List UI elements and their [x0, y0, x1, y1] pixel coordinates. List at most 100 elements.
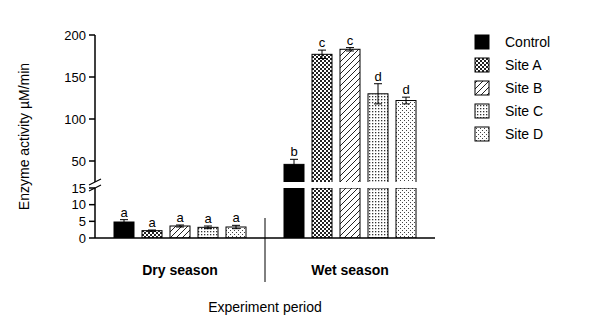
legend-swatch [475, 58, 489, 72]
y-tick [89, 221, 95, 223]
significance-letter: a [148, 215, 156, 230]
error-cap [402, 97, 410, 98]
y-tick-label: 50 [72, 154, 86, 169]
bar-part [142, 231, 162, 238]
bar-part [284, 188, 304, 238]
x-category-label: Wet season [311, 262, 389, 278]
error-stem [350, 48, 351, 51]
bar [114, 222, 134, 238]
y-tick [89, 160, 95, 162]
error-stem [124, 220, 125, 225]
error-cap [176, 225, 184, 226]
error-bar [204, 226, 212, 229]
error-bar [176, 225, 184, 227]
bar [312, 54, 332, 238]
error-stem [322, 50, 323, 58]
y-tick-label: 0 [79, 231, 86, 246]
bar [226, 227, 246, 238]
error-bar [374, 84, 382, 104]
y-axis-line [94, 35, 96, 182]
bar-part [368, 94, 388, 182]
significance-letter: c [347, 33, 354, 48]
error-cap [204, 228, 212, 229]
y-tick-label: 15 [72, 181, 86, 196]
significance-letter: a [204, 211, 212, 226]
error-stem [378, 84, 379, 104]
error-cap [346, 50, 354, 51]
chart-container: abacacadad05101550100150200Dry seasonWet… [0, 0, 603, 324]
error-stem [294, 159, 295, 169]
legend-label: Site B [505, 80, 542, 96]
error-cap [290, 169, 298, 170]
legend: Control Site A Site B Site C Site D [475, 34, 550, 142]
x-axis-title: Experiment period [208, 299, 322, 315]
error-cap [148, 230, 156, 231]
bar [368, 94, 388, 238]
bar-part [312, 188, 332, 238]
significance-letter: b [290, 144, 297, 159]
y-tick-label: 150 [64, 70, 86, 85]
legend-swatch [475, 127, 489, 141]
bar-part [198, 227, 218, 238]
significance-letter: a [176, 210, 184, 225]
significance-letter: d [402, 82, 409, 97]
error-cap [176, 227, 184, 228]
bar-part [114, 222, 134, 238]
error-cap [120, 224, 128, 225]
group-separator [265, 218, 266, 282]
error-cap [402, 103, 410, 104]
bar [340, 49, 360, 238]
y-tick [89, 237, 95, 239]
legend-swatch [475, 81, 489, 95]
bar-part [312, 54, 332, 182]
error-cap [148, 231, 156, 232]
error-cap [374, 83, 382, 84]
error-cap [232, 228, 240, 229]
axes: 05101550100150200Dry seasonWet seasonExp… [16, 28, 435, 316]
bar-part [340, 49, 360, 182]
bar [284, 164, 304, 238]
error-bar [346, 48, 354, 51]
y-tick [89, 34, 95, 36]
bar-part [368, 188, 388, 238]
y-tick [89, 204, 95, 206]
error-cap [204, 226, 212, 227]
y-tick [89, 187, 95, 189]
y-tick-label: 100 [64, 112, 86, 127]
bar [198, 227, 218, 238]
error-cap [318, 50, 326, 51]
significance-letter: c [319, 35, 326, 50]
chart-svg: abacacadad05101550100150200Dry seasonWet… [0, 0, 603, 324]
error-bar [290, 159, 298, 169]
legend-swatch [475, 104, 489, 118]
significance-letter: d [374, 69, 381, 84]
y-axis-line [94, 188, 96, 238]
error-cap [120, 219, 128, 220]
labels: abacacadad [120, 33, 409, 230]
error-cap [232, 225, 240, 226]
legend-label: Site C [505, 103, 543, 119]
x-category-label: Dry season [142, 262, 217, 278]
legend-label: Control [505, 34, 550, 50]
bar-part [226, 227, 246, 238]
axis-break [89, 179, 101, 185]
bar [396, 101, 416, 238]
bar-part [170, 226, 190, 238]
error-cap [318, 58, 326, 59]
axis-break [89, 185, 101, 191]
error-bar [120, 220, 128, 225]
significance-letter: a [120, 205, 128, 220]
bar-part [396, 188, 416, 238]
y-tick-label: 5 [79, 214, 86, 229]
error-bar [318, 50, 326, 58]
error-cap [374, 103, 382, 104]
legend-swatch [475, 35, 489, 49]
legend-label: Site D [505, 126, 543, 142]
y-tick-label: 200 [64, 28, 86, 43]
y-tick [89, 118, 95, 120]
error-stem [406, 97, 407, 104]
bar [170, 226, 190, 238]
error-bar [232, 225, 240, 228]
legend-label: Site A [505, 57, 542, 73]
bar-part [340, 188, 360, 238]
